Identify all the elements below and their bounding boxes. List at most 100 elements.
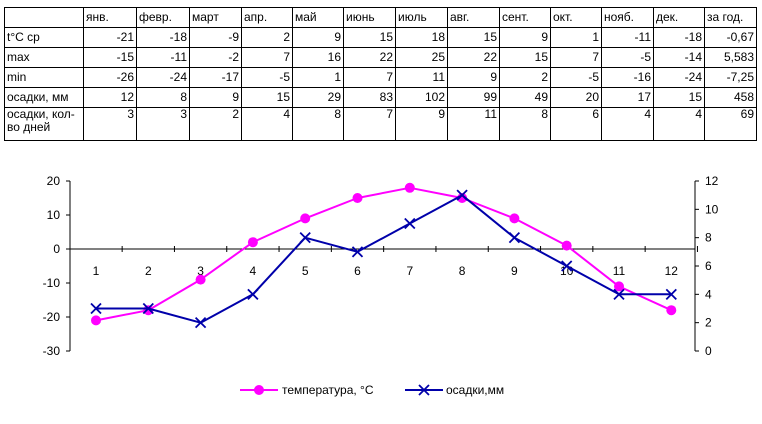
table-cell: -18 <box>136 27 190 48</box>
left-tick-label: 20 <box>47 174 61 188</box>
header-cell: март <box>189 7 242 28</box>
table-cell: -5 <box>241 67 293 88</box>
temperature-point <box>561 240 572 251</box>
header-cell: янв. <box>83 7 137 28</box>
x-tick-label: 5 <box>302 264 309 278</box>
row-label-cell: осадки, мм <box>4 87 84 108</box>
table-cell: 7 <box>241 47 293 68</box>
temperature-point <box>300 213 311 224</box>
temperature-point <box>247 237 258 248</box>
header-cell: авг. <box>447 7 500 28</box>
row-label-cell: max <box>4 47 84 68</box>
left-tick-label: -30 <box>43 344 61 358</box>
table-cell: 2 <box>189 107 242 141</box>
right-tick-label: 6 <box>705 259 712 273</box>
temperature-point <box>666 305 677 316</box>
table-cell: 458 <box>704 87 757 108</box>
table-cell: 20 <box>550 87 602 108</box>
table-row: min -26 -24 -17 -5 1 7 11 9 2 -5 -16 -24 -7,25 <box>4 67 757 88</box>
table-cell: -16 <box>601 67 654 88</box>
table-cell: 49 <box>499 87 551 108</box>
table-cell: 6 <box>550 107 602 141</box>
x-tick-label: 6 <box>354 264 361 278</box>
table-cell: 2 <box>241 27 293 48</box>
precipitation-point <box>561 260 573 272</box>
table-cell: -5 <box>601 47 654 68</box>
table-cell: 99 <box>447 87 500 108</box>
header-cell: за год. <box>704 7 757 28</box>
right-tick-label: 4 <box>705 287 712 301</box>
table-cell: -21 <box>83 27 137 48</box>
x-tick-label: 2 <box>145 264 152 278</box>
series-line-1 <box>96 194 672 324</box>
table-cell: 11 <box>395 67 448 88</box>
x-tick-label: 9 <box>511 264 518 278</box>
right-tick-label: 8 <box>705 231 712 245</box>
header-cell: июль <box>395 7 448 28</box>
table-row: t°C ср -21 -18 -9 2 9 15 18 15 9 1 -11 -18 -0,67 <box>4 27 757 48</box>
table-cell: 7 <box>343 107 396 141</box>
table-cell: 102 <box>395 87 448 108</box>
table-cell: 25 <box>395 47 448 68</box>
table-cell: 9 <box>395 107 448 141</box>
table-cell: -14 <box>653 47 705 68</box>
table-cell: -11 <box>601 27 654 48</box>
table-cell: -26 <box>83 67 137 88</box>
temperature-point <box>404 182 415 193</box>
table-cell: -24 <box>136 67 190 88</box>
temperature-point <box>509 213 520 224</box>
table-cell: 29 <box>292 87 344 108</box>
chart-area: 20 10 0 -10 -20 -30 12 10 8 6 4 2 0 1 2 3 4 5 6 7 8 9 10 11 12 те… <box>0 142 762 424</box>
row-label-cell: осадки, кол-во дней <box>4 107 84 141</box>
row-label-cell: min <box>4 67 84 88</box>
header-cell: окт. <box>550 7 602 28</box>
x-tick-label: 7 <box>406 264 413 278</box>
legend-temperature-marker <box>254 385 264 395</box>
header-cell: февр. <box>136 7 190 28</box>
table-cell: 3 <box>83 107 137 141</box>
precipitation-point <box>665 288 677 300</box>
temperature-point <box>91 315 101 326</box>
table-cell: 4 <box>601 107 654 141</box>
x-tick-label: 1 <box>93 264 100 278</box>
precipitation-point <box>613 288 625 300</box>
table-cell: 1 <box>292 67 344 88</box>
x-tick-label: 4 <box>250 264 257 278</box>
precipitation-point <box>404 217 416 230</box>
table-cell: 9 <box>189 87 242 108</box>
x-tick-label: 3 <box>197 264 204 278</box>
table-header-row: янв. февр. март апр. май июнь июль авг. сент. окт… <box>4 7 757 28</box>
table-cell: 15 <box>447 27 500 48</box>
right-tick-label: 12 <box>705 174 719 188</box>
table-cell: -2 <box>189 47 242 68</box>
table-cell: -15 <box>83 47 137 68</box>
table-row: осадки, мм 12 8 9 15 29 83 102 99 49 20 17 15 458 <box>4 87 757 108</box>
table-cell: 69 <box>704 107 757 141</box>
header-corner-cell <box>4 7 84 28</box>
legend-precipitation-label: осадки,мм <box>446 383 504 397</box>
precipitation-point <box>142 302 154 315</box>
x-tick-label: 12 <box>665 264 679 278</box>
precipitation-point <box>194 317 207 329</box>
table-cell: 2 <box>499 67 551 88</box>
table-cell: -9 <box>189 27 242 48</box>
legend-precipitation-marker <box>418 384 430 396</box>
climate-table: янв. февр. март апр. май июнь июль авг. сент. окт… <box>4 7 757 141</box>
header-cell: апр. <box>241 7 293 28</box>
table-cell: -5 <box>550 67 602 88</box>
table-cell: -24 <box>653 67 705 88</box>
table-cell: -7,25 <box>704 67 757 88</box>
table-cell: 9 <box>292 27 344 48</box>
table-cell: 18 <box>395 27 448 48</box>
table-cell: 3 <box>136 107 190 141</box>
row-label-cell: t°C ср <box>4 27 84 48</box>
temperature-point <box>352 193 363 203</box>
table-cell: 15 <box>343 27 396 48</box>
table-row: осадки, кол-во дней 3 3 2 4 8 7 9 11 8 6 4 4 69 <box>4 107 757 141</box>
table-cell: 5,583 <box>704 47 757 68</box>
x-tick-label: 11 <box>613 264 626 278</box>
temperature-point <box>195 274 206 285</box>
right-tick-label: 0 <box>705 344 712 358</box>
left-tick-label: -20 <box>43 310 61 324</box>
